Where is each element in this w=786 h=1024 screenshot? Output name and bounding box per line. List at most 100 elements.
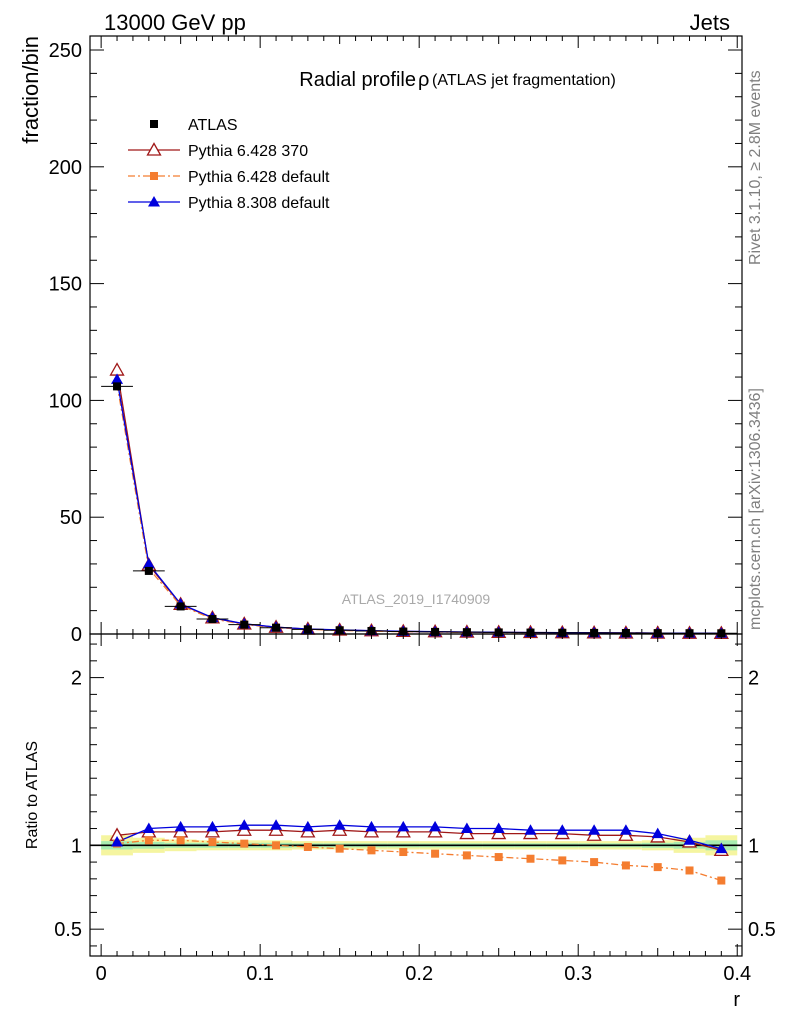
main-point bbox=[431, 627, 440, 636]
y-tick-label: 50 bbox=[60, 507, 82, 529]
main-point bbox=[303, 625, 312, 634]
ratio-point bbox=[238, 819, 251, 830]
ratio-point bbox=[367, 846, 376, 855]
main-point bbox=[462, 628, 471, 637]
main-point bbox=[142, 557, 155, 569]
main-point bbox=[494, 628, 503, 637]
ratio-y-tick-label: 2 bbox=[71, 668, 82, 690]
ratio-point bbox=[556, 824, 569, 835]
ratio-point bbox=[397, 820, 410, 832]
main-point bbox=[111, 373, 124, 384]
main-point bbox=[717, 629, 726, 638]
legend-label: Pythia 6.428 default bbox=[188, 169, 330, 186]
ratio-point bbox=[462, 851, 471, 860]
legend-marker bbox=[150, 172, 158, 180]
ratio-point bbox=[208, 837, 217, 846]
x-tick-label: 0 bbox=[96, 963, 107, 985]
ratio-point bbox=[144, 836, 153, 845]
x-tick-label: 0.1 bbox=[246, 963, 274, 985]
main-point bbox=[208, 615, 217, 624]
ratio-y-tick-label: 1 bbox=[71, 835, 82, 857]
ratio-y-tick-label-right: 0.5 bbox=[748, 919, 776, 941]
ratio-point bbox=[715, 842, 728, 854]
mcplots-label: mcplots.cern.ch [arXiv:1306.3436] bbox=[747, 388, 764, 630]
header-energy: 13000 GeV pp bbox=[104, 10, 246, 35]
ratio-y-tick-label-right: 1 bbox=[748, 835, 759, 857]
y-tick-label: 0 bbox=[71, 624, 82, 646]
ratio-series-line bbox=[116, 839, 722, 882]
ratio-point bbox=[460, 822, 473, 834]
legend-label: Pythia 6.428 370 bbox=[188, 143, 308, 160]
main-point bbox=[621, 629, 630, 638]
watermark: ATLAS_2019_I1740909 bbox=[342, 591, 491, 607]
ratio-point bbox=[685, 866, 694, 875]
ratio-point bbox=[588, 824, 601, 835]
chart-title: Radial profile bbox=[299, 69, 416, 91]
ratio-point bbox=[270, 819, 283, 830]
main-point bbox=[113, 382, 122, 391]
legend-label: ATLAS bbox=[188, 117, 238, 134]
main-point bbox=[335, 626, 344, 635]
legend-label: Pythia 8.308 default bbox=[188, 195, 330, 212]
main-point bbox=[685, 629, 694, 638]
legend-marker bbox=[148, 196, 160, 207]
y-tick-label: 100 bbox=[49, 390, 82, 412]
ratio-point bbox=[301, 820, 314, 832]
ratio-point bbox=[619, 824, 632, 835]
ratio-frame bbox=[89, 633, 743, 957]
y-axis-label: fraction/bin bbox=[18, 36, 43, 144]
main-point bbox=[240, 620, 249, 629]
main-point bbox=[144, 566, 153, 575]
ratio-point bbox=[717, 876, 726, 885]
ratio-point bbox=[365, 820, 378, 832]
main-point bbox=[399, 627, 408, 636]
ratio-point bbox=[142, 822, 155, 834]
ratio-y-tick-label-right: 2 bbox=[748, 668, 759, 690]
ratio-point bbox=[526, 854, 535, 863]
main-point bbox=[109, 362, 125, 376]
main-panel: Radial profile ρ (ATLAS jet fragmentatio… bbox=[18, 35, 743, 646]
ratio-point bbox=[431, 849, 440, 858]
ratio-point bbox=[333, 819, 346, 830]
x-tick-label: 0.2 bbox=[405, 963, 433, 985]
ratio-y-tick-label: 0.5 bbox=[54, 919, 82, 941]
ratio-point bbox=[621, 861, 630, 870]
ratio-panel: Ratio to ATLAS r 0 0.1 0.2 0.3 0.4 0.5 0.5 1 1 2 2 bbox=[24, 633, 776, 1011]
ratio-point bbox=[303, 842, 312, 851]
legend-marker bbox=[150, 120, 158, 128]
header-process: Jets bbox=[690, 10, 730, 35]
chart-title-suffix: (ATLAS jet fragmentation) bbox=[432, 72, 616, 89]
y-tick-label: 200 bbox=[49, 157, 82, 179]
ratio-point bbox=[240, 839, 249, 848]
ratio-point bbox=[335, 844, 344, 853]
main-point bbox=[272, 623, 281, 632]
rivet-label: Rivet 3.1.10, ≥ 2.8M events bbox=[747, 70, 764, 265]
ratio-series-line bbox=[116, 824, 722, 850]
ratio-point bbox=[683, 834, 696, 845]
y-tick-label: 250 bbox=[49, 40, 82, 62]
ratio-point bbox=[653, 863, 662, 872]
ratio-point bbox=[429, 820, 442, 832]
ratio-point bbox=[494, 853, 503, 862]
ratio-point bbox=[651, 827, 664, 839]
ratio-point bbox=[206, 820, 219, 832]
ratio-point bbox=[111, 835, 124, 847]
ratio-point bbox=[176, 836, 185, 845]
ratio-point bbox=[174, 820, 187, 832]
ratio-point bbox=[590, 858, 599, 867]
main-point bbox=[176, 602, 185, 611]
x-tick-label: 0.3 bbox=[564, 963, 592, 985]
ratio-point bbox=[524, 824, 537, 835]
ratio-point bbox=[272, 841, 281, 850]
ratio-point bbox=[558, 856, 567, 865]
legend-marker bbox=[146, 142, 162, 156]
main-point bbox=[367, 626, 376, 635]
main-point bbox=[590, 628, 599, 637]
ratio-series-line bbox=[116, 829, 722, 851]
x-axis-label: r bbox=[733, 989, 740, 1011]
y-tick-label: 150 bbox=[49, 274, 82, 296]
main-point bbox=[526, 628, 535, 637]
ratio-point bbox=[399, 848, 408, 857]
ratio-y-axis-label: Ratio to ATLAS bbox=[24, 741, 41, 849]
